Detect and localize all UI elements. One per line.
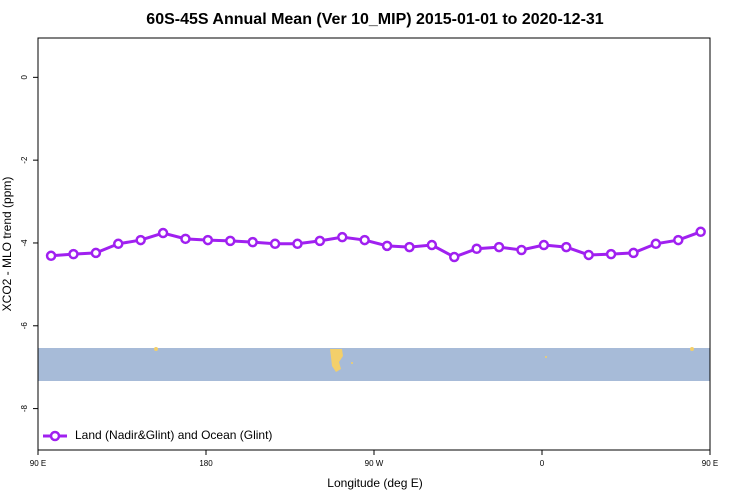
- x-tick-label: 90 E: [30, 459, 46, 468]
- point: [471, 243, 482, 255]
- y-tick-label: -6: [20, 322, 29, 330]
- y-tick-label: 0: [20, 75, 29, 80]
- point: [493, 241, 505, 253]
- map-strip: [38, 347, 710, 381]
- point: [628, 247, 639, 259]
- point: [449, 251, 460, 263]
- point: [135, 234, 146, 246]
- ocean-band: [38, 348, 710, 381]
- x-tick-label: 90 E: [702, 459, 718, 468]
- x-tick-label: 90 W: [365, 459, 384, 468]
- y-axis-title: XCO2 - MLO trend (ppm): [0, 177, 14, 312]
- series-line: [50, 230, 702, 259]
- point: [359, 234, 370, 246]
- land-patch: [154, 347, 158, 351]
- land-patch: [330, 349, 343, 372]
- y-tick-label: -4: [20, 239, 29, 247]
- land-patch: [351, 362, 353, 364]
- point: [269, 238, 281, 250]
- point: [561, 241, 572, 253]
- point: [45, 250, 57, 262]
- point: [337, 231, 348, 243]
- point: [180, 233, 191, 245]
- point: [695, 226, 706, 238]
- point: [202, 234, 214, 246]
- point: [605, 248, 617, 260]
- y-tick-label: -8: [20, 404, 29, 412]
- point: [650, 238, 662, 250]
- point: [673, 234, 684, 246]
- point: [314, 235, 326, 247]
- legend-marker: [49, 430, 61, 442]
- point: [538, 239, 550, 251]
- point: [225, 235, 236, 247]
- chart-title: 60S-45S Annual Mean (Ver 10_MIP) 2015-01…: [146, 11, 604, 28]
- point: [381, 240, 393, 252]
- point: [426, 239, 438, 251]
- x-tick-label: 0: [540, 459, 545, 468]
- land-patch: [690, 347, 694, 351]
- point: [583, 249, 594, 261]
- point: [68, 248, 79, 260]
- point: [516, 244, 527, 256]
- point: [404, 241, 415, 253]
- x-tick-label: 180: [199, 459, 213, 468]
- point: [90, 247, 102, 259]
- y-tick-label: -2: [20, 156, 29, 164]
- point: [247, 236, 258, 248]
- point: [157, 227, 169, 239]
- x-axis-title: Longitude (deg E): [327, 476, 422, 490]
- land-patch: [545, 356, 547, 358]
- legend-label: Land (Nadir&Glint) and Ocean (Glint): [75, 428, 272, 442]
- point: [113, 238, 124, 250]
- point: [292, 238, 303, 250]
